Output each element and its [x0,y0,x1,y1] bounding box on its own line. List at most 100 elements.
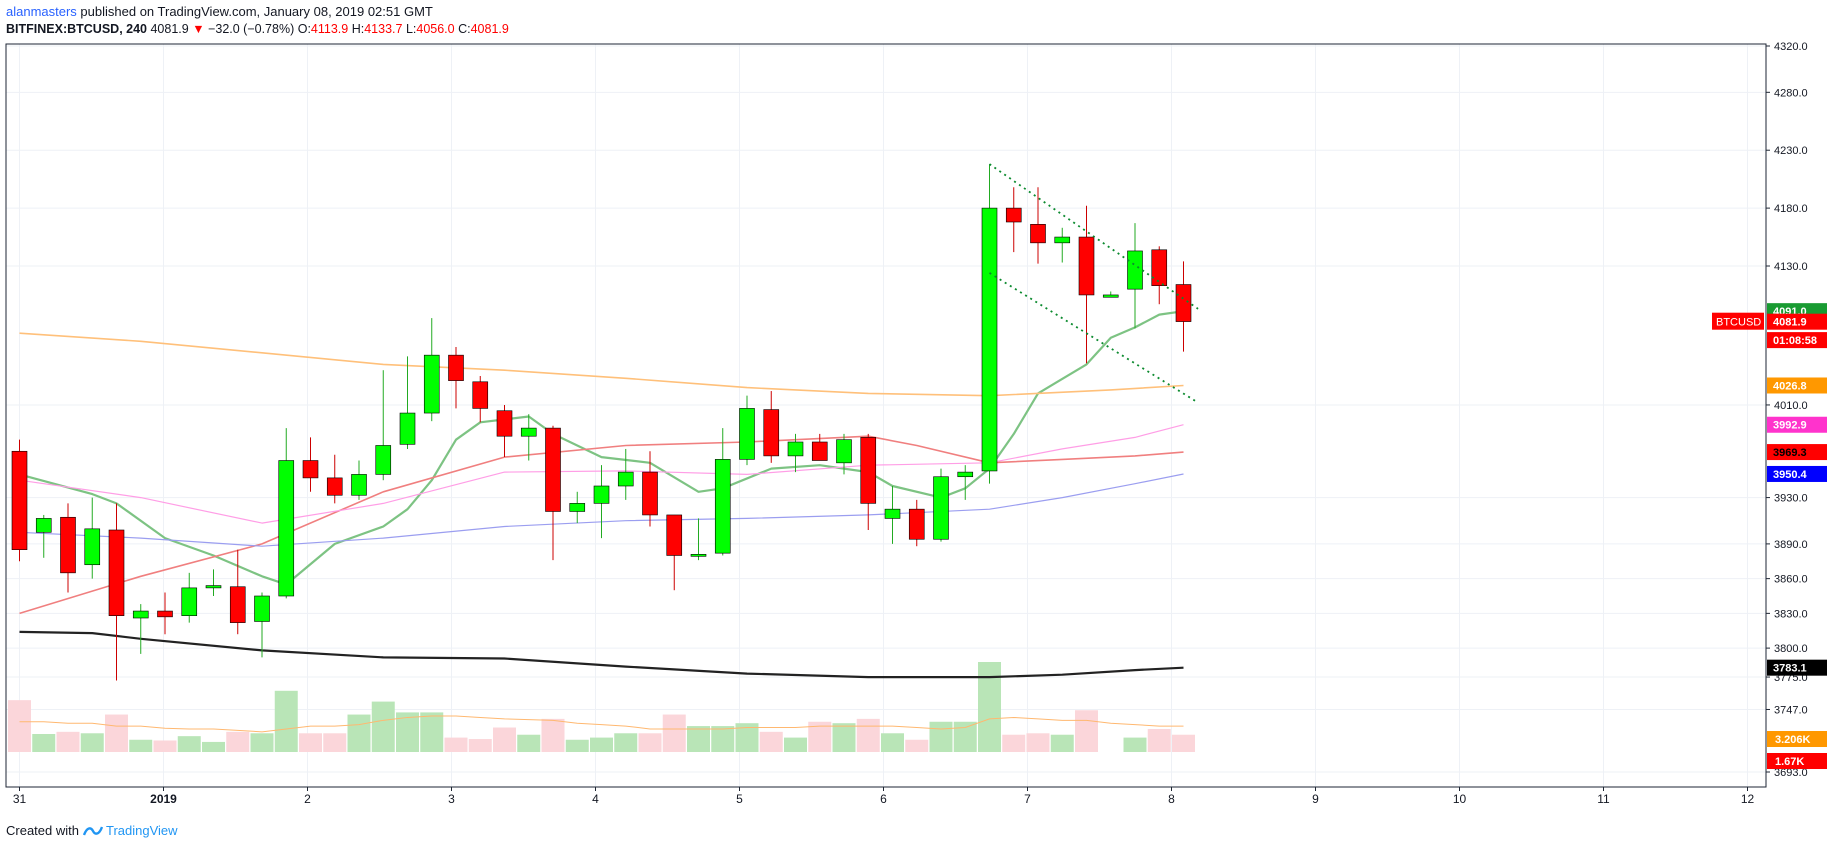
volume-bar [614,733,638,752]
candle [787,433,804,473]
candle-body [1030,224,1046,244]
candle-body [496,410,513,437]
candle [375,370,392,481]
volume-bars [8,662,1195,752]
candle [11,439,28,562]
volume-bar [347,714,371,752]
volume-bar [299,733,322,752]
price-tick-label: 3860.0 [1774,574,1808,586]
price-tick-label: 3693.0 [1774,767,1808,779]
time-tick-label: 8 [1168,792,1175,806]
volume-bar [105,714,128,752]
candle [593,465,610,539]
candle-body [84,528,101,566]
volume-bar [274,690,298,752]
footer: Created with TradingView [6,822,178,840]
volume-bar [856,718,880,752]
candle [763,391,780,463]
volume-bar [978,662,1001,752]
candle-body [1175,284,1192,322]
time-tick-label: 6 [880,792,887,806]
price-tick-label: 4010.0 [1774,400,1808,412]
author-link[interactable]: alanmasters [6,4,77,19]
candle [351,460,367,500]
candle-body [35,518,52,533]
candle-body [108,529,125,616]
candle [617,448,634,500]
open-label: O: [297,22,311,36]
time-tick-label: 2 [304,792,311,806]
candle-body [739,408,755,460]
price-tick-label: 3800.0 [1774,643,1808,655]
tradingview-icon [82,826,103,836]
price-label-bg [1767,313,1827,330]
candle [1127,223,1143,329]
volume-bar [1123,737,1147,752]
time-tick-label: 5 [736,792,743,806]
candle-body [157,610,173,618]
ma-pink-line [19,424,1184,524]
candle-body [908,508,925,540]
volume-bar [687,726,710,752]
ma-orange-line [19,332,1184,397]
last-price: 4081.9 [150,22,189,36]
volume-bar [177,736,201,752]
candle-body [787,441,804,457]
candle-body [375,445,392,475]
volume-label-bg [1767,753,1827,769]
candle [302,437,319,492]
candle [1102,291,1119,298]
candle-body [836,439,852,464]
candle [1078,205,1095,364]
low-value: 4056.0 [416,22,455,36]
price-tick-label: 3830.0 [1774,608,1808,620]
publish-info: alanmasters published on TradingView.com… [6,4,433,20]
candle-body [617,471,634,487]
candle-body [229,586,246,623]
volume-bar [371,701,395,752]
candle [1054,227,1071,263]
candle-body [666,514,683,556]
price-tick-label: 4280.0 [1774,87,1808,99]
candle [423,318,440,422]
volume-bar [420,712,444,752]
candle-body [11,450,28,550]
high-value: 4133.7 [364,22,403,36]
tradingview-logo[interactable]: TradingView [82,822,178,840]
volume-ma-line [19,715,1184,733]
candle [908,499,925,547]
trendline [989,272,1199,404]
volume-bar [759,731,783,752]
candle [739,395,755,466]
candle [108,503,125,681]
candle [326,454,343,504]
volume-bar [517,734,541,752]
volume-bar [153,740,177,752]
candle-body [811,441,828,461]
grid-lines [6,44,1766,787]
candle-body [351,474,367,496]
time-tick-label: 4 [592,792,599,806]
price-label-text: 3783.1 [1773,663,1807,675]
candle-body [520,427,537,437]
volume-bar [905,739,929,752]
candles [11,164,1192,681]
volume-bar [468,739,492,752]
symbol-name[interactable]: BITFINEX:BTCUSD, 240 [6,22,147,36]
volume-bar [881,733,904,752]
candle [811,433,828,461]
volume-bar [832,723,856,752]
candle [181,572,198,623]
volume-label-text: 1.67K [1775,756,1804,768]
volume-label-text: 3.206K [1775,734,1811,746]
volume-label-bg [1767,731,1827,747]
price-tick-label: 4180.0 [1774,203,1808,215]
candle-body [472,381,489,409]
candle-body [1151,249,1168,286]
candle-body [302,460,319,479]
symbol-legend: BITFINEX:BTCUSD, 240 4081.9 ▼ −32.0 (−0.… [6,21,509,37]
chart-frame [5,43,1767,788]
symbol-tag-bg [1712,312,1764,330]
volume-bar [735,723,759,752]
